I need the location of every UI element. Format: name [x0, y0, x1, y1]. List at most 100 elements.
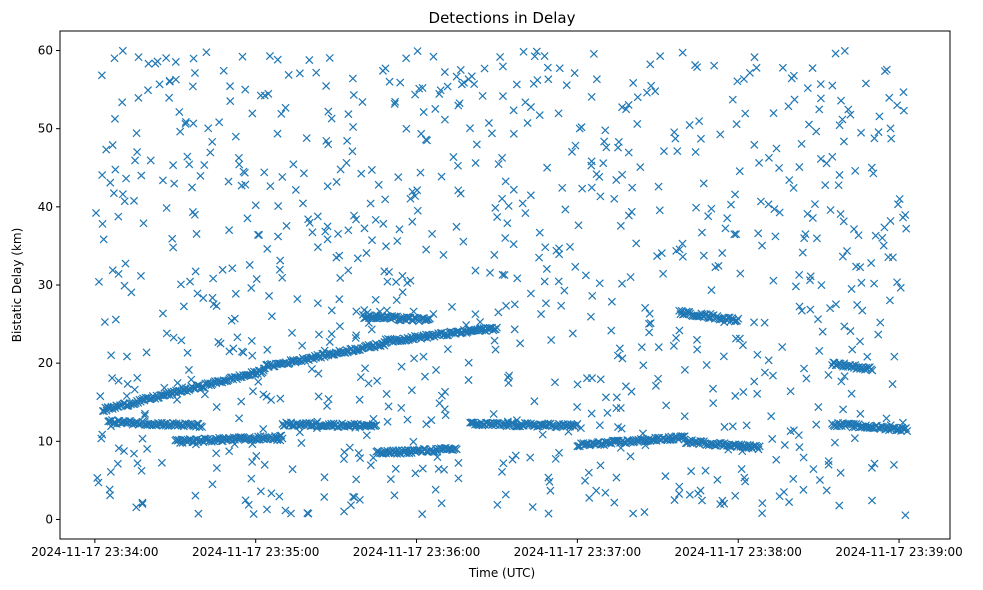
data-point [177, 336, 186, 345]
data-point [638, 429, 647, 438]
data-point [277, 109, 286, 118]
data-point [402, 54, 411, 63]
data-point [314, 330, 323, 339]
data-point [381, 242, 391, 251]
data-point [857, 278, 866, 287]
data-point [114, 269, 123, 278]
data-point [899, 213, 908, 222]
x-axis-ticks: 2024-11-17 23:34:00 2024-11-17 23:35:00 20… [31, 539, 963, 559]
data-point [764, 200, 773, 209]
data-point [138, 434, 147, 443]
data-point [372, 421, 381, 430]
data-point [692, 335, 702, 344]
data-point [171, 57, 180, 66]
data-point [299, 169, 308, 178]
data-point [803, 209, 812, 218]
data-point [397, 403, 406, 412]
data-point [137, 171, 146, 180]
data-point [344, 266, 353, 275]
data-point [189, 54, 198, 63]
data-point [584, 468, 593, 477]
data-point [795, 443, 804, 452]
data-point [99, 235, 108, 244]
data-point [314, 369, 323, 378]
data-point [431, 485, 440, 494]
data-point [459, 237, 468, 246]
data-point [834, 181, 843, 190]
data-point [602, 143, 611, 152]
data-point [616, 221, 625, 230]
data-point [188, 82, 197, 91]
data-point [162, 54, 171, 63]
data-point [768, 371, 777, 380]
data-point [795, 163, 804, 172]
data-point [429, 52, 438, 61]
data-point [336, 273, 345, 283]
data-point [98, 219, 107, 228]
data-point [716, 500, 725, 509]
data-point [849, 225, 859, 234]
data-point [307, 365, 316, 374]
x-tick-label: 2024-11-17 23:36:00 [353, 545, 480, 559]
data-point [498, 194, 507, 203]
data-point [738, 341, 747, 350]
data-point [354, 449, 363, 458]
data-point [499, 459, 508, 468]
data-point [349, 122, 358, 132]
data-point [626, 452, 635, 461]
y-axis-ticks: 0 10 20 30 40 50 60 [38, 44, 60, 526]
data-point [789, 183, 798, 192]
data-point [554, 277, 563, 286]
data-point [494, 308, 503, 317]
data-point [504, 201, 513, 211]
data-point [131, 156, 140, 165]
data-point [410, 354, 419, 363]
data-point [815, 346, 824, 355]
data-point [398, 288, 407, 297]
data-point [342, 158, 351, 167]
data-point [856, 263, 865, 272]
data-point [100, 317, 109, 327]
data-point [440, 68, 449, 77]
data-point [169, 243, 178, 252]
data-point [669, 341, 678, 350]
data-point [406, 194, 415, 203]
data-point [286, 509, 295, 518]
data-point [697, 496, 707, 505]
data-point [386, 475, 395, 484]
data-point [784, 102, 793, 111]
data-point [789, 426, 798, 435]
data-point [407, 386, 416, 395]
data-point [627, 207, 636, 216]
data-point [338, 419, 347, 428]
data-point [867, 163, 876, 172]
data-point [398, 271, 407, 280]
data-point [143, 86, 153, 95]
data-point [107, 351, 116, 360]
data-point [335, 295, 344, 304]
data-point [601, 393, 610, 402]
data-point [645, 309, 654, 318]
data-point [395, 225, 404, 234]
data-point [887, 134, 896, 143]
data-point [226, 82, 235, 91]
data-point [507, 419, 516, 428]
data-point [141, 409, 150, 418]
data-point [194, 509, 203, 518]
data-point [275, 265, 284, 274]
data-point [856, 409, 865, 418]
data-point [490, 336, 499, 345]
data-point [249, 509, 258, 519]
data-point [443, 82, 452, 91]
data-point [764, 153, 773, 162]
data-point [351, 333, 360, 342]
data-point [348, 147, 357, 156]
data-point [492, 323, 501, 332]
data-point [778, 342, 787, 352]
data-point [557, 301, 566, 310]
data-point [238, 52, 247, 61]
data-point [427, 416, 436, 425]
data-point [225, 447, 234, 456]
data-point [568, 329, 577, 338]
data-point [656, 52, 665, 61]
